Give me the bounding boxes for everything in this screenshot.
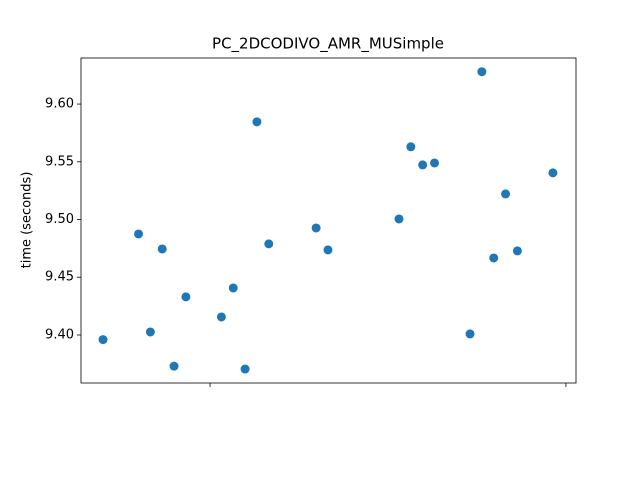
y-tick-label: 9.60 <box>45 97 74 112</box>
point <box>477 67 487 77</box>
point <box>252 117 262 127</box>
point <box>98 335 108 345</box>
point <box>323 245 333 255</box>
point <box>169 361 179 371</box>
chart-title: PC_2DCODIVO_AMR_MUSimple <box>212 35 444 54</box>
y-tick-label: 9.45 <box>45 270 74 285</box>
point <box>145 327 155 337</box>
point <box>512 246 522 256</box>
point <box>430 158 440 168</box>
point <box>240 364 250 374</box>
point <box>264 239 274 249</box>
point <box>134 229 144 239</box>
point <box>406 142 416 152</box>
y-tick-label: 9.40 <box>45 327 74 342</box>
point <box>418 160 428 170</box>
point <box>501 189 511 199</box>
y-tick-label: 9.55 <box>45 154 74 169</box>
point <box>548 168 558 178</box>
y-axis-label: time (seconds) <box>20 172 35 269</box>
point <box>394 214 404 224</box>
y-tick-label: 9.50 <box>45 212 74 227</box>
point <box>216 312 226 322</box>
point <box>311 223 321 233</box>
point <box>465 329 475 339</box>
point <box>489 253 499 263</box>
point <box>157 244 167 254</box>
plot-frame <box>80 57 577 384</box>
point <box>181 292 191 302</box>
point <box>228 283 238 293</box>
